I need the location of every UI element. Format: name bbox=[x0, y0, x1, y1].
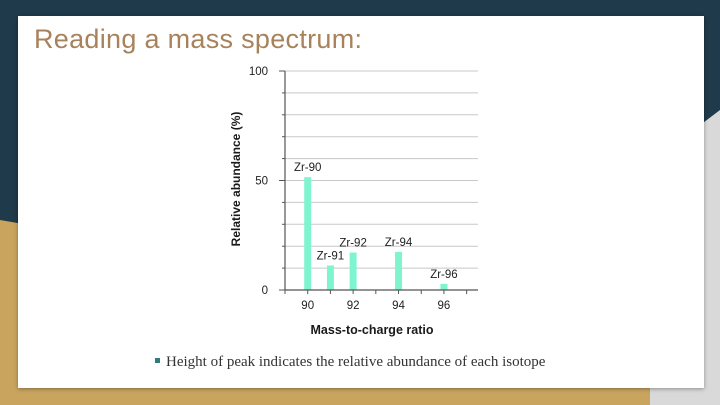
slide-title: Reading a mass spectrum: bbox=[34, 24, 363, 54]
bullet-square-icon bbox=[155, 358, 160, 363]
y-tick-label: 50 bbox=[255, 176, 268, 188]
bar-zr-96 bbox=[440, 283, 448, 290]
x-tick-label: 94 bbox=[392, 300, 405, 312]
x-tick-label: 90 bbox=[301, 300, 314, 312]
bullet-point: Height of peak indicates the relative ab… bbox=[155, 354, 545, 371]
bullet-text: Height of peak indicates the relative ab… bbox=[166, 354, 546, 370]
bar-zr-94 bbox=[395, 251, 403, 290]
grid-lines bbox=[285, 70, 478, 269]
x-tick-label: 92 bbox=[347, 300, 360, 312]
y-tick-label: 0 bbox=[262, 285, 268, 297]
axes bbox=[279, 70, 478, 294]
bar-label: Zr-92 bbox=[339, 238, 366, 250]
bar-label: Zr-94 bbox=[385, 237, 413, 249]
x-axis-label: Mass-to-charge ratio bbox=[311, 323, 434, 337]
y-tick-label: 100 bbox=[249, 66, 268, 78]
y-axis-label: Relative abundance (%) bbox=[229, 112, 243, 247]
bar-zr-90 bbox=[304, 177, 312, 290]
x-tick-label: 96 bbox=[438, 300, 451, 312]
bar-label: Zr-91 bbox=[317, 250, 344, 262]
slide-canvas: Reading a mass spectrum: 0 50 100 90 92 94 96 Z… bbox=[18, 16, 704, 388]
bar-label: Zr-90 bbox=[294, 162, 321, 174]
bar-zr-91 bbox=[326, 265, 334, 290]
bars bbox=[304, 177, 448, 290]
bar-label: Zr-96 bbox=[430, 269, 457, 281]
bar-zr-92 bbox=[349, 252, 357, 290]
